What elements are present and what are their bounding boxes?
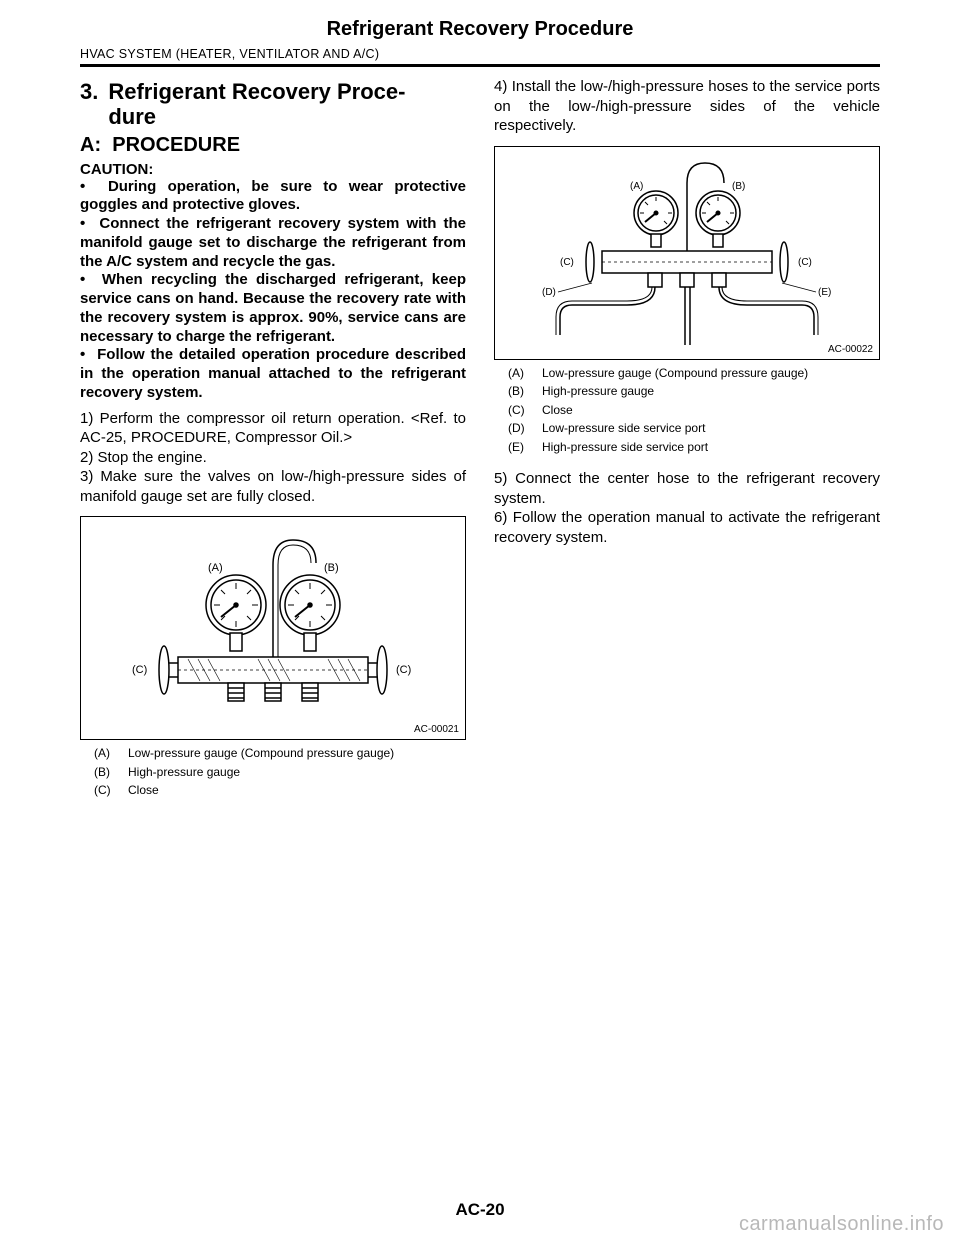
subsection-letter: A: [80, 134, 101, 156]
content-columns: 3. Refrigerant Recovery Proce-dure A: PR… [80, 77, 880, 802]
header-subtitle: HVAC SYSTEM (HEATER, VENTILATOR AND A/C) [80, 47, 880, 61]
callout-b: (B) [732, 181, 745, 192]
legend-row: (C)Close [508, 403, 880, 419]
procedure-step: 3) Make sure the valves on low-/high-pre… [80, 467, 466, 506]
caution-label: CAUTION: [80, 161, 466, 178]
legend-row: (D)Low-pressure side service port [508, 421, 880, 437]
page-title: Refrigerant Recovery Procedure [80, 18, 880, 41]
caution-item: • Connect the refrigerant recovery syste… [80, 215, 466, 271]
procedure-step: 4) Install the low-/high-pressure hoses … [494, 77, 880, 136]
figure-id: AC-00022 [828, 344, 873, 355]
legend-row: (C)Close [94, 783, 466, 799]
caution-item: • Follow the detailed operation procedur… [80, 346, 466, 402]
watermark: carmanualsonline.info [739, 1213, 944, 1236]
procedure-step: 5) Connect the center hose to the refrig… [494, 469, 880, 508]
caution-item: • When recycling the discharged refriger… [80, 271, 466, 346]
procedure-step: 6) Follow the operation manual to activa… [494, 508, 880, 547]
header-rule [80, 64, 880, 67]
callout-c-left: (C) [560, 257, 574, 268]
section-number: 3. [80, 79, 98, 104]
manifold-gauge-hoses-icon: (A) (B) (C) (C) (D) (E) [532, 155, 842, 355]
procedure-step: 2) Stop the engine. [80, 448, 466, 468]
manifold-gauge-icon: (A) (B) (C) (C) [118, 525, 428, 735]
legend-row: (B)High-pressure gauge [94, 765, 466, 781]
callout-e: (E) [818, 287, 831, 298]
section-title: Refrigerant Recovery Proce-dure [108, 79, 405, 130]
figure-2: (A) (B) (C) (C) (D) (E) AC-00022 [494, 146, 880, 360]
left-column: 3. Refrigerant Recovery Proce-dure A: PR… [80, 77, 466, 802]
subsection-heading: A: PROCEDURE [80, 134, 466, 157]
figure-2-legend: (A)Low-pressure gauge (Compound pressure… [508, 366, 880, 456]
callout-a: (A) [630, 181, 643, 192]
callout-b: (B) [324, 562, 339, 574]
callout-c-left: (C) [132, 664, 147, 676]
legend-row: (A)Low-pressure gauge (Compound pressure… [94, 746, 466, 762]
legend-row: (E)High-pressure side service port [508, 440, 880, 456]
callout-c-right: (C) [798, 257, 812, 268]
section-heading: 3. Refrigerant Recovery Proce-dure [80, 79, 466, 130]
callout-c-right: (C) [396, 664, 411, 676]
caution-item: • During operation, be sure to wear prot… [80, 178, 466, 216]
figure-id: AC-00021 [414, 724, 459, 735]
callout-a: (A) [208, 562, 223, 574]
right-column: 4) Install the low-/high-pressure hoses … [494, 77, 880, 802]
subsection-title: PROCEDURE [112, 134, 240, 156]
figure-1: (A) (B) (C) (C) AC-00021 [80, 516, 466, 740]
procedure-step: 1) Perform the compressor oil return ope… [80, 409, 466, 448]
page: Refrigerant Recovery Procedure HVAC SYST… [0, 0, 960, 1242]
legend-row: (A)Low-pressure gauge (Compound pressure… [508, 366, 880, 382]
callout-d: (D) [542, 287, 556, 298]
figure-1-legend: (A)Low-pressure gauge (Compound pressure… [94, 746, 466, 799]
legend-row: (B)High-pressure gauge [508, 384, 880, 400]
